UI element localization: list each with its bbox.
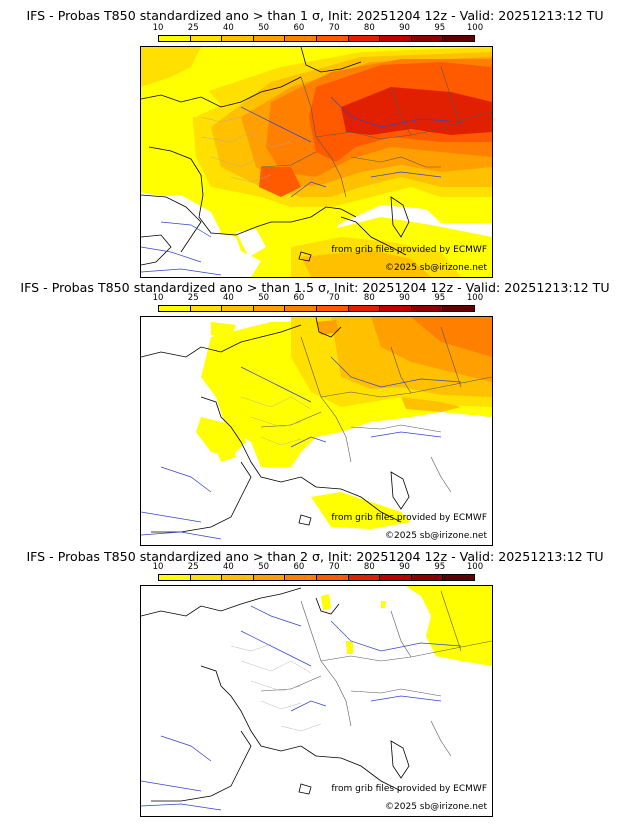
- colorbar-swatch: [159, 36, 191, 41]
- colorbar-swatch: [380, 36, 412, 41]
- colorbar-tick-label: 90: [399, 23, 410, 33]
- panel-title: IFS - Probas T850 standardized ano > tha…: [26, 549, 604, 564]
- colorbar-labels: 10 25 40 50 60 70 80 90 95 100: [153, 562, 484, 573]
- colorbar-swatch: [253, 306, 286, 311]
- data-source-credit: from grib files provided by ECMWF: [331, 784, 487, 794]
- colorbar-swatch: [253, 36, 286, 41]
- colorbar-legend: 10 25 40 50 60 70 80 90 95 100: [153, 562, 484, 583]
- colorbar-tick-label: 10: [152, 562, 164, 572]
- colorbar-tick-label: 25: [187, 562, 199, 572]
- colorbar-swatch: [316, 306, 349, 311]
- colorbar-tick-label: 40: [223, 23, 234, 33]
- colorbar-legend: 10 25 40 50 60 70 80 90 95 100: [153, 23, 484, 44]
- colorbar-tick-label: 70: [328, 23, 340, 33]
- colorbar-tick-label: 10: [152, 293, 164, 303]
- colorbar-swatch: [159, 575, 191, 580]
- colorbar-swatch: [411, 36, 444, 41]
- colorbar-swatch: [285, 36, 317, 41]
- colorbar-swatch: [348, 575, 381, 580]
- colorbar-tick-label: 10: [152, 23, 164, 33]
- colorbar-swatch: [443, 306, 474, 311]
- colorbar-tick-label: 95: [434, 562, 446, 572]
- copyright-credit: ©2025 sb@irizone.net: [385, 263, 487, 273]
- colorbar-tick-label: 70: [328, 293, 340, 303]
- colorbar-tick-label: 50: [258, 562, 270, 572]
- colorbar-swatch: [380, 306, 412, 311]
- colorbar-swatches: [158, 305, 475, 312]
- colorbar-tick-label: 25: [187, 23, 199, 33]
- colorbar-labels: 10 25 40 50 60 70 80 90 95 100: [153, 293, 484, 304]
- colorbar-tick-label: 60: [293, 23, 305, 33]
- probability-map: from grib files provided by ECMWF ©2025 …: [140, 316, 493, 546]
- colorbar-tick-label: 80: [363, 293, 375, 303]
- colorbar-tick-label: 70: [328, 562, 340, 572]
- colorbar-swatch: [348, 306, 381, 311]
- colorbar-swatch: [190, 306, 223, 311]
- colorbar-swatch: [159, 306, 191, 311]
- probability-map: from grib files provided by ECMWF ©2025 …: [140, 46, 493, 278]
- colorbar-tick-label: 50: [258, 293, 270, 303]
- probability-map: from grib files provided by ECMWF ©2025 …: [140, 585, 493, 817]
- colorbar-swatch: [348, 36, 381, 41]
- colorbar-tick-label: 95: [434, 293, 446, 303]
- colorbar-swatch: [316, 36, 349, 41]
- colorbar-tick-label: 90: [399, 293, 410, 303]
- colorbar-swatch: [222, 306, 254, 311]
- data-source-credit: from grib files provided by ECMWF: [331, 245, 487, 255]
- colorbar-legend: 10 25 40 50 60 70 80 90 95 100: [153, 293, 484, 314]
- colorbar-swatch: [285, 575, 317, 580]
- colorbar-tick-label: 40: [223, 293, 234, 303]
- colorbar-tick-label: 100: [466, 23, 484, 33]
- copyright-credit: ©2025 sb@irizone.net: [385, 802, 487, 812]
- colorbar-swatch: [285, 306, 317, 311]
- colorbar-tick-label: 90: [399, 562, 410, 572]
- copyright-credit: ©2025 sb@irizone.net: [385, 531, 487, 541]
- colorbar-swatch: [316, 575, 349, 580]
- colorbar-swatches: [158, 574, 475, 581]
- colorbar-tick-label: 40: [223, 562, 234, 572]
- colorbar-swatch: [443, 36, 474, 41]
- colorbar-swatch: [190, 575, 223, 580]
- colorbar-tick-label: 100: [466, 293, 484, 303]
- colorbar-labels: 10 25 40 50 60 70 80 90 95 100: [153, 23, 484, 34]
- colorbar-tick-label: 95: [434, 23, 446, 33]
- colorbar-swatch: [411, 306, 444, 311]
- colorbar-swatch: [411, 575, 444, 580]
- colorbar-tick-label: 80: [363, 562, 375, 572]
- data-source-credit: from grib files provided by ECMWF: [331, 513, 487, 523]
- colorbar-swatch: [253, 575, 286, 580]
- colorbar-tick-label: 100: [466, 562, 484, 572]
- colorbar-swatch: [222, 575, 254, 580]
- colorbar-tick-label: 50: [258, 23, 270, 33]
- colorbar-tick-label: 60: [293, 562, 305, 572]
- colorbar-swatch: [443, 575, 474, 580]
- colorbar-tick-label: 25: [187, 293, 199, 303]
- panel-title: IFS - Probas T850 standardized ano > tha…: [20, 280, 610, 295]
- colorbar-swatch: [380, 575, 412, 580]
- colorbar-swatch: [190, 36, 223, 41]
- colorbar-swatches: [158, 35, 475, 42]
- colorbar-tick-label: 60: [293, 293, 305, 303]
- colorbar-swatch: [222, 36, 254, 41]
- panel-title: IFS - Probas T850 standardized ano > tha…: [26, 8, 604, 23]
- colorbar-tick-label: 80: [363, 23, 375, 33]
